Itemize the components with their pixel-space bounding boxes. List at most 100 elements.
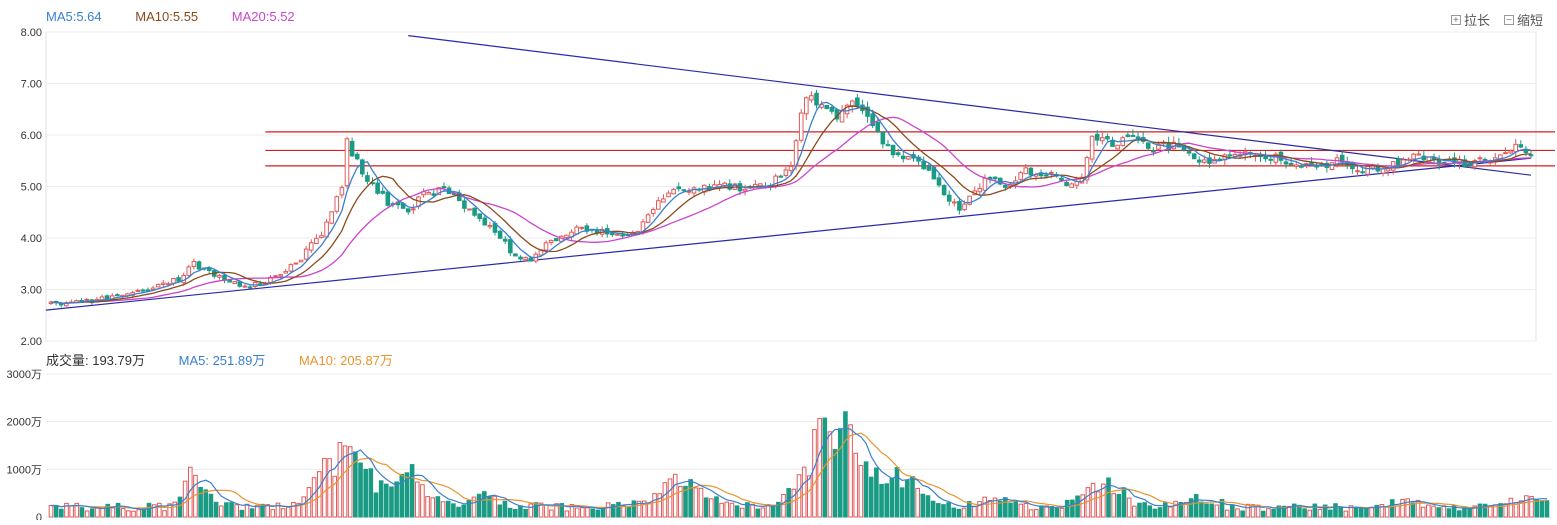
volume-bar [641, 500, 647, 518]
volume-bar [703, 497, 709, 518]
volume-bar [1178, 502, 1184, 518]
volume-bar [342, 445, 348, 518]
volume-bar [657, 493, 663, 518]
candle-body [426, 192, 431, 195]
volume-bar [915, 487, 920, 518]
volume-bar [115, 502, 121, 518]
upper-trendline [408, 35, 1532, 176]
volume-bar [172, 501, 178, 518]
volume-bar [1529, 496, 1534, 518]
volume-bar [1524, 495, 1529, 518]
candle-body [441, 186, 447, 189]
volume-bar [1291, 503, 1297, 518]
candle-body [778, 175, 784, 178]
volume-bar [1333, 503, 1338, 518]
legend-ma10: MA10:5.55 [135, 9, 199, 24]
volume-bar [631, 500, 637, 518]
volume-bar [389, 486, 394, 518]
candle-body [1084, 157, 1090, 181]
volume-bar [1451, 505, 1457, 518]
volume-bar [492, 495, 497, 518]
volume-bar [1544, 500, 1550, 518]
volume-bar [894, 467, 900, 518]
volume-bar [518, 505, 523, 518]
volume-bar [239, 509, 245, 518]
volume-bars [48, 411, 1550, 518]
candlesticks [48, 89, 1534, 308]
volume-bar [89, 508, 95, 518]
candle-body [620, 234, 625, 237]
price-tick-label: 8.00 [21, 27, 42, 39]
volume-bar [1028, 509, 1034, 518]
volume-bar [1162, 502, 1168, 518]
legend-vol-ma10: MA10: 205.87万 [298, 353, 393, 368]
volume-bar [1369, 506, 1374, 518]
candle-body [217, 274, 222, 278]
volume-bar [1214, 504, 1220, 518]
price-legend: MA5:5.64 MA10:5.55 MA20:5.52 [46, 9, 325, 24]
candle-body [1069, 183, 1074, 188]
volume-bar [1395, 505, 1400, 518]
candle-body [936, 177, 942, 186]
volume-bar [884, 483, 889, 518]
zoom-in-button[interactable]: + 拉长 [1450, 10, 1490, 29]
candle-body [921, 161, 926, 170]
volume-bar [1260, 510, 1266, 518]
volume-bar [946, 502, 951, 518]
volume-bar [1441, 505, 1447, 518]
candle-body [1508, 150, 1513, 154]
candle-body [385, 191, 391, 206]
volume-bar [1482, 503, 1488, 518]
volume-bar [683, 485, 688, 518]
candle-body [508, 239, 513, 254]
candle-body [895, 152, 901, 156]
candle-body [804, 97, 809, 115]
volume-bar [1070, 499, 1075, 518]
volume-bar [507, 507, 513, 518]
candle-body [365, 175, 370, 182]
price-tick-label: 5.00 [21, 182, 42, 194]
volume-bar [997, 500, 1003, 518]
candle-body [436, 187, 442, 196]
candle-body [1467, 163, 1473, 166]
volume-bar [126, 510, 131, 518]
volume-bar [1250, 504, 1256, 518]
candle-body [186, 266, 192, 276]
volume-bar [580, 507, 585, 518]
candle-body [145, 289, 151, 292]
volume-bar [1266, 508, 1271, 518]
volume-bar [1286, 505, 1292, 518]
volume-legend: 成交量: 193.79万 MA5: 251.89万 MA10: 205.87万 [46, 350, 423, 369]
volume-bar [265, 504, 270, 518]
candle-body [472, 207, 477, 216]
candle-body [661, 198, 666, 203]
volume-bar [1147, 505, 1153, 518]
candle-body [227, 279, 232, 283]
volume-bar [698, 487, 704, 518]
volume-bar [1322, 504, 1328, 518]
volume-bar [770, 504, 776, 518]
candle-body [462, 200, 467, 209]
volume-bar [1255, 504, 1261, 518]
volume-bar [461, 504, 466, 518]
volume-bar [471, 496, 477, 518]
candle-body [487, 224, 493, 228]
volume-bar [1353, 507, 1359, 518]
candle-body [467, 208, 472, 211]
volume-ma5-line [51, 427, 1547, 511]
zoom-out-button[interactable]: − 缩短 [1503, 10, 1543, 29]
candle-body [319, 235, 324, 239]
volume-bar [445, 500, 451, 518]
volume-bar [1302, 508, 1307, 518]
volume-bar [827, 431, 833, 518]
candle-body [191, 260, 197, 268]
candle-body [497, 230, 503, 239]
candle-body [992, 176, 998, 180]
candle-body [303, 248, 309, 260]
volume-tick-label: 0 [36, 512, 42, 520]
candle-body [671, 188, 676, 195]
volume-bar [1405, 498, 1411, 518]
volume-bar [187, 466, 193, 518]
